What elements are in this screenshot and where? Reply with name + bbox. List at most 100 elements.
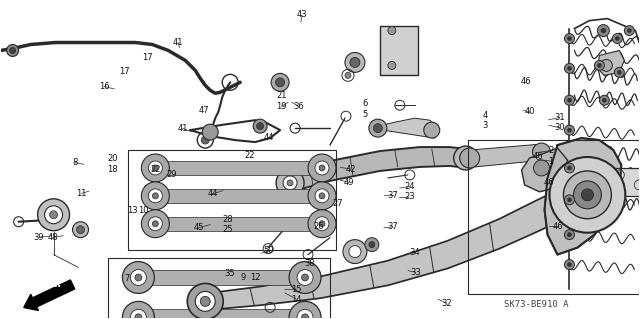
Circle shape [141,210,170,238]
Circle shape [77,226,84,234]
Circle shape [141,154,170,182]
Text: 2: 2 [548,146,554,155]
Text: 35: 35 [224,269,235,278]
Circle shape [45,206,63,224]
Polygon shape [288,148,468,192]
Text: 12: 12 [250,272,260,281]
Circle shape [564,125,575,135]
Circle shape [550,157,625,233]
Circle shape [534,160,550,176]
Circle shape [6,45,19,56]
Circle shape [369,119,387,137]
Text: 36: 36 [293,102,303,111]
Circle shape [615,37,620,41]
Text: 23: 23 [404,192,415,202]
Circle shape [349,246,361,257]
Text: 34: 34 [409,248,420,257]
Text: 14: 14 [291,295,301,304]
Polygon shape [522,148,568,192]
Text: SK73-BE910 A: SK73-BE910 A [504,300,568,309]
Circle shape [188,284,223,319]
Text: 37: 37 [387,222,398,231]
Circle shape [568,263,572,267]
Text: 46: 46 [520,77,531,86]
Bar [380,26,418,75]
Circle shape [568,233,572,237]
Circle shape [601,28,606,33]
Polygon shape [470,144,545,167]
Circle shape [10,48,15,54]
Circle shape [271,73,289,91]
Circle shape [343,240,367,263]
Text: 46: 46 [552,222,563,231]
Circle shape [602,98,606,102]
Text: 8: 8 [73,158,78,167]
Circle shape [595,60,604,70]
Text: 37: 37 [387,190,398,200]
Polygon shape [125,270,310,286]
Text: 32: 32 [441,299,452,308]
Circle shape [141,182,170,210]
Circle shape [49,211,58,219]
Text: 4: 4 [482,111,488,120]
Circle shape [308,154,336,182]
Circle shape [148,161,163,175]
Circle shape [253,119,267,133]
Circle shape [38,199,70,231]
Text: 50: 50 [264,247,274,256]
Text: 33: 33 [410,268,421,277]
Circle shape [315,217,329,231]
Circle shape [568,37,572,41]
Circle shape [618,70,621,74]
Circle shape [564,95,575,105]
Circle shape [568,128,572,132]
Text: 7: 7 [124,274,129,283]
Circle shape [600,95,609,105]
Circle shape [581,189,593,201]
Circle shape [568,66,572,70]
Text: 41: 41 [173,38,184,47]
Text: 18: 18 [107,165,118,174]
Text: 21: 21 [276,92,287,100]
Text: 10: 10 [138,206,148,215]
Text: 26: 26 [314,222,324,231]
Circle shape [564,230,575,240]
Circle shape [424,122,440,138]
Text: 22: 22 [244,151,255,160]
Circle shape [152,193,158,199]
Circle shape [315,189,329,203]
Text: 27: 27 [332,199,342,208]
Polygon shape [370,118,438,138]
Text: 41: 41 [177,124,188,133]
Bar [607,168,640,196]
Text: 19: 19 [276,102,287,111]
Circle shape [289,262,321,293]
Circle shape [568,98,572,102]
Circle shape [152,165,158,171]
Circle shape [297,309,313,319]
Circle shape [195,292,215,311]
Text: 28: 28 [222,215,233,224]
Polygon shape [545,138,621,255]
Circle shape [564,195,575,205]
Text: 5: 5 [362,110,367,119]
Circle shape [301,274,308,281]
Circle shape [287,180,293,186]
Polygon shape [145,161,310,175]
Circle shape [122,262,154,293]
Text: 43: 43 [297,11,307,19]
Text: 9: 9 [241,272,246,281]
Text: 45: 45 [193,223,204,232]
Text: 16: 16 [99,82,109,91]
Circle shape [600,59,612,71]
Text: 17: 17 [142,53,153,62]
Circle shape [257,123,264,130]
Circle shape [532,143,550,161]
Polygon shape [145,217,310,231]
Circle shape [202,124,218,140]
Circle shape [612,33,622,43]
Polygon shape [597,50,625,75]
Text: 15: 15 [291,285,301,293]
Text: 46: 46 [533,152,544,161]
Circle shape [308,210,336,238]
